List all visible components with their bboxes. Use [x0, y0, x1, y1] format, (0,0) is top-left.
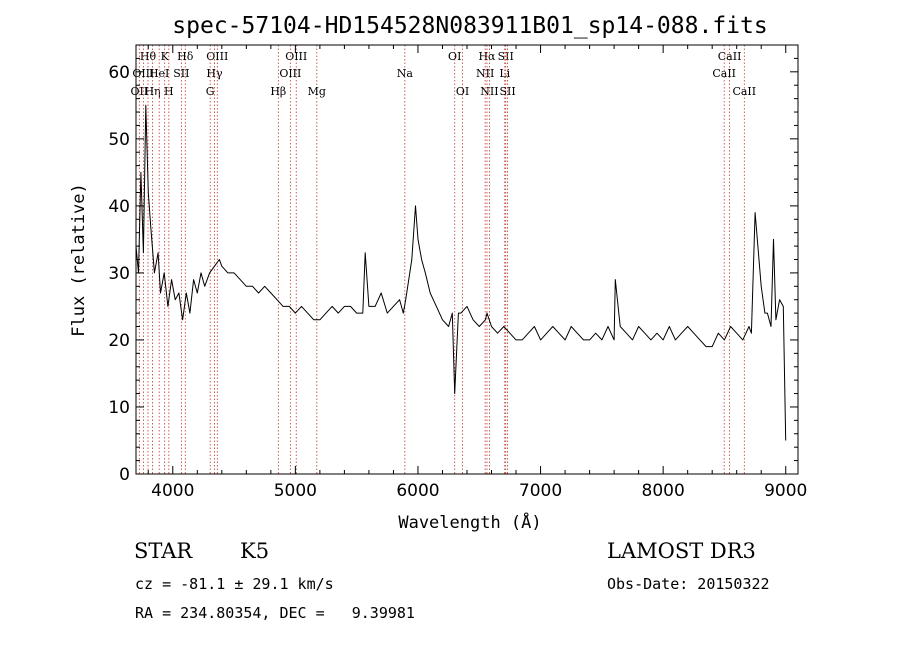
line-marker-label-18: OI	[456, 85, 469, 98]
object-subclass: K5	[240, 539, 270, 563]
line-marker-label-21: NII	[476, 67, 494, 80]
x-tick-label-1: 5000	[274, 481, 317, 501]
x-tick-label-5: 9000	[764, 481, 807, 501]
line-marker-label-12: Hβ	[270, 85, 286, 98]
x-tick-label-0: 4000	[151, 481, 194, 501]
redshift-readout: cz = -81.1 ± 29.1 km/s	[135, 575, 334, 593]
y-axis-label: Flux (relative)	[69, 183, 89, 337]
object-class: STAR	[134, 539, 193, 563]
survey-name: LAMOST DR3	[607, 539, 756, 563]
line-marker-label-22: Li	[499, 67, 510, 80]
series-layer	[135, 104, 787, 441]
plot-frame	[135, 44, 799, 475]
line-marker-label-5: HeI	[149, 67, 169, 80]
line-marker-label-10: Hγ	[206, 67, 223, 80]
coordinates: RA = 234.80354, DEC = 9.39981	[135, 604, 415, 622]
y-tick-label-6: 60	[108, 63, 130, 83]
chart-title: spec-57104-HD154528N083911B01_sp14-088.f…	[172, 13, 767, 39]
line-marker-label-27: CaII	[732, 85, 756, 98]
line-marker-label-24: SII	[499, 85, 515, 98]
line-marker-label-19: Hα	[478, 50, 496, 63]
y-tick-label-3: 30	[108, 264, 130, 284]
obs-date: Obs-Date: 20150322	[607, 575, 770, 593]
y-tick-label-1: 10	[108, 398, 130, 418]
x-tick-label-3: 7000	[519, 481, 562, 501]
x-axis-label: Wavelength (Å)	[398, 511, 541, 533]
line-marker-label-6: H	[164, 85, 174, 98]
line-marker-label-4: K	[161, 50, 170, 63]
line-marker-label-26: CaII	[712, 67, 736, 80]
x-tick-label-2: 6000	[396, 481, 439, 501]
axes: 4000 5000 6000 7000 8000 9000 0 10 20 30 40 50 60	[108, 44, 807, 501]
line-marker-label-9: OIII	[206, 50, 228, 63]
line-marker-label-15: Mg	[308, 85, 326, 98]
line-marker-label-25: CaII	[718, 50, 742, 63]
line-marker-label-23: NII	[480, 85, 498, 98]
line-marker-label-1: Hθ	[140, 50, 157, 63]
line-marker-label-3: Hη	[144, 85, 160, 98]
line-marker-label-13: OIII	[285, 50, 307, 63]
line-marker-label-8: Hδ	[177, 50, 194, 63]
line-marker-label-11: G	[206, 85, 215, 98]
line-marker-label-14: OIII	[279, 67, 301, 80]
line-marker-label-2: OIII	[132, 67, 154, 80]
y-tick-label-0: 0	[119, 465, 130, 485]
x-tick-label-4: 8000	[642, 481, 685, 501]
line-marker-label-16: Na	[397, 67, 414, 80]
line-marker-label-7: SII	[173, 67, 189, 80]
y-tick-label-5: 50	[108, 130, 130, 150]
y-tick-label-2: 20	[108, 331, 130, 351]
y-tick-label-4: 40	[108, 197, 130, 217]
series-0-spectrum-line	[135, 104, 787, 441]
line-marker-label-17: OI	[448, 50, 461, 63]
line-marker-label-20: SII	[498, 50, 514, 63]
